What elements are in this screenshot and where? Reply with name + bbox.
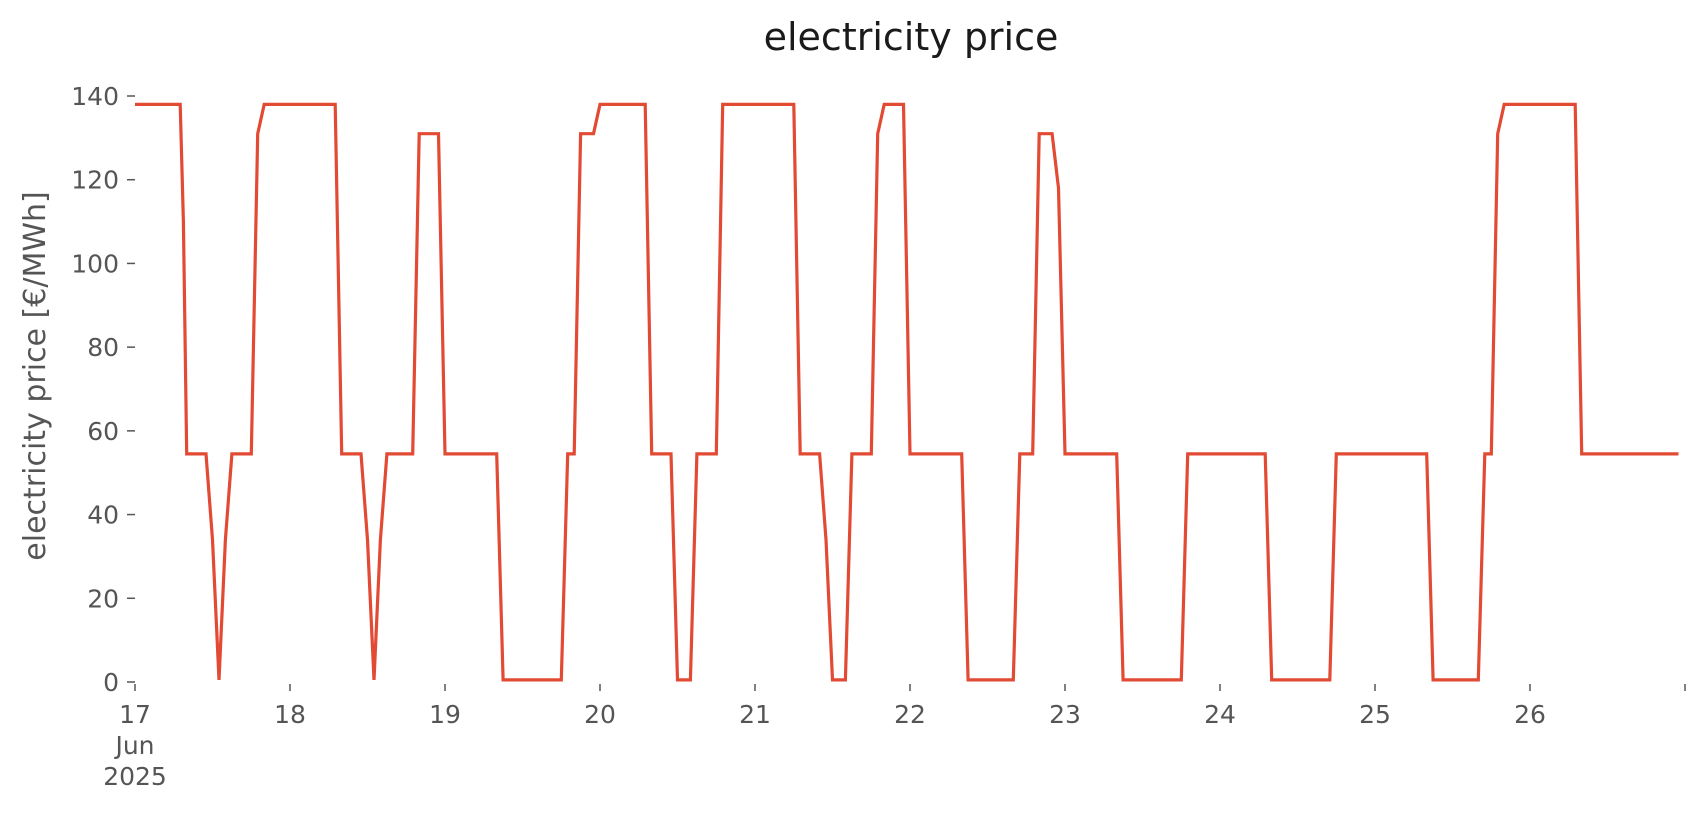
y-tick-label: 0 <box>103 668 119 697</box>
plot-area <box>135 102 1679 682</box>
x-tick-label: 26 <box>1514 700 1546 729</box>
y-tick-label: 120 <box>71 166 119 195</box>
x-tick-label: 20 <box>584 700 616 729</box>
y-axis-label: electricity price [€/MWh] <box>18 191 53 560</box>
chart-title: electricity price <box>764 15 1059 59</box>
y-tick-label: 80 <box>87 333 119 362</box>
x-tick-label: 24 <box>1204 700 1236 729</box>
x-tick-label: 19 <box>429 700 461 729</box>
x-tick-label: 17 <box>119 700 151 729</box>
y-tick-label: 100 <box>71 249 119 278</box>
y-tick-label: 40 <box>87 501 119 530</box>
x-tick-label: 22 <box>894 700 926 729</box>
y-tick-label: 140 <box>71 82 119 111</box>
x-tick-label: 21 <box>739 700 771 729</box>
x-tick-label: 2025 <box>103 762 167 791</box>
y-tick-label: 20 <box>87 584 119 613</box>
price-series-line <box>135 102 1679 682</box>
y-axis: 0 20 40 60 80 100 120 140 <box>71 82 135 697</box>
y-tick-label: 60 <box>87 417 119 446</box>
x-tick-label: Jun <box>113 731 154 760</box>
x-tick-label: 23 <box>1049 700 1081 729</box>
x-tick-label: 25 <box>1359 700 1391 729</box>
x-tick-label: 18 <box>274 700 306 729</box>
